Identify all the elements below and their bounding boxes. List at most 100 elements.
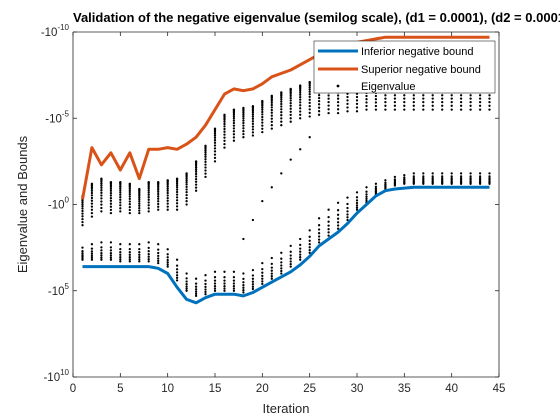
eigenvalue-point [204,172,207,175]
eigenvalue-point [450,177,453,180]
eigenvalue-point [261,106,264,109]
eigenvalue-point [242,113,245,116]
eigenvalue-point [459,100,463,104]
eigenvalue-point [469,100,472,104]
eigenvalue-point [242,291,245,294]
eigenvalue-point [431,104,434,107]
eigenvalue-point [365,197,368,201]
eigenvalue-point [280,108,283,111]
eigenvalue-point [81,258,84,261]
eigenvalue-point [185,282,188,286]
eigenvalue-point [100,249,103,252]
eigenvalue-point [261,130,264,134]
eigenvalue-point [384,108,387,111]
eigenvalue-point [270,108,273,112]
eigenvalue-point [194,175,198,178]
eigenvalue-point [157,248,160,251]
eigenvalue-point [232,113,236,116]
eigenvalue-point [119,196,122,199]
eigenvalue-point [289,257,292,260]
eigenvalue-point [213,139,217,142]
eigenvalue-point [251,113,255,116]
eigenvalue-point [308,243,311,246]
eigenvalue-point [119,256,122,259]
eigenvalue-point [365,101,368,104]
eigenvalue-point [194,163,198,166]
eigenvalue-point [119,207,122,210]
eigenvalue-point [232,133,236,136]
x-tick-label: 5 [117,383,123,395]
eigenvalue-point [138,251,141,254]
eigenvalue-point [355,95,359,99]
eigenvalue-point [194,290,198,293]
eigenvalue-point [213,276,217,279]
eigenvalue-point [185,200,188,203]
eigenvalue-point [384,94,387,97]
eigenvalue-point [166,187,169,190]
eigenvalue-point [175,268,179,271]
eigenvalue-point [299,110,302,113]
eigenvalue-point [251,280,255,283]
eigenvalue-point [147,260,150,263]
eigenvalue-point [261,282,264,286]
eigenvalue-point [308,84,311,87]
eigenvalue-point [100,194,103,197]
eigenvalue-point [374,94,378,98]
eigenvalue-point [90,202,94,205]
eigenvalue-point [289,260,292,263]
eigenvalue-point [374,108,378,111]
eigenvalue-point [355,208,359,211]
eigenvalue-point [346,218,349,222]
eigenvalue-point [299,253,302,256]
eigenvalue-point [185,277,188,280]
eigenvalue-point [261,104,264,107]
eigenvalue-point [90,215,94,218]
eigenvalue-point [100,189,103,192]
eigenvalue-point [317,113,321,116]
eigenvalue-point [100,210,103,213]
eigenvalue-point [261,280,264,283]
eigenvalue-point [403,104,406,107]
eigenvalue-point [147,185,150,188]
eigenvalue-point [317,238,321,241]
eigenvalue-point [109,185,113,188]
eigenvalue-point [119,183,122,187]
eigenvalue-point [251,125,255,128]
eigenvalue-point [365,108,368,111]
eigenvalue-point [270,111,273,114]
eigenvalue-point [157,205,160,208]
eigenvalue-point [336,217,340,220]
eigenvalue-point [175,186,179,189]
eigenvalue-point [119,189,122,192]
eigenvalue-point [81,209,84,213]
eigenvalue-point [81,220,84,224]
eigenvalue-point [336,201,340,204]
eigenvalue-point [147,250,150,253]
eigenvalue-point [412,182,415,185]
eigenvalue-point [261,102,264,106]
eigenvalue-point [213,144,217,147]
eigenvalue-point [280,94,283,97]
eigenvalue-point [488,104,491,107]
eigenvalue-point [213,156,217,160]
eigenvalue-point [128,187,131,190]
eigenvalue-point [431,97,434,100]
eigenvalue-point [194,285,198,288]
eigenvalue-point [280,272,283,275]
eigenvalue-point [441,175,444,178]
eigenvalue-point [431,175,434,178]
eigenvalue-point [223,284,226,288]
eigenvalue-point [289,99,292,102]
eigenvalue-point [308,93,311,96]
eigenvalue-point [242,111,245,114]
eigenvalue-point [327,111,330,115]
eigenvalue-point [213,279,217,282]
eigenvalue-point [223,130,226,133]
eigenvalue-point [270,101,273,104]
eigenvalue-point [374,101,378,104]
eigenvalue-point [119,210,122,213]
eigenvalue-point [403,174,406,177]
eigenvalue-point [280,114,283,117]
eigenvalue-point [450,104,453,107]
eigenvalue-point [175,202,179,205]
